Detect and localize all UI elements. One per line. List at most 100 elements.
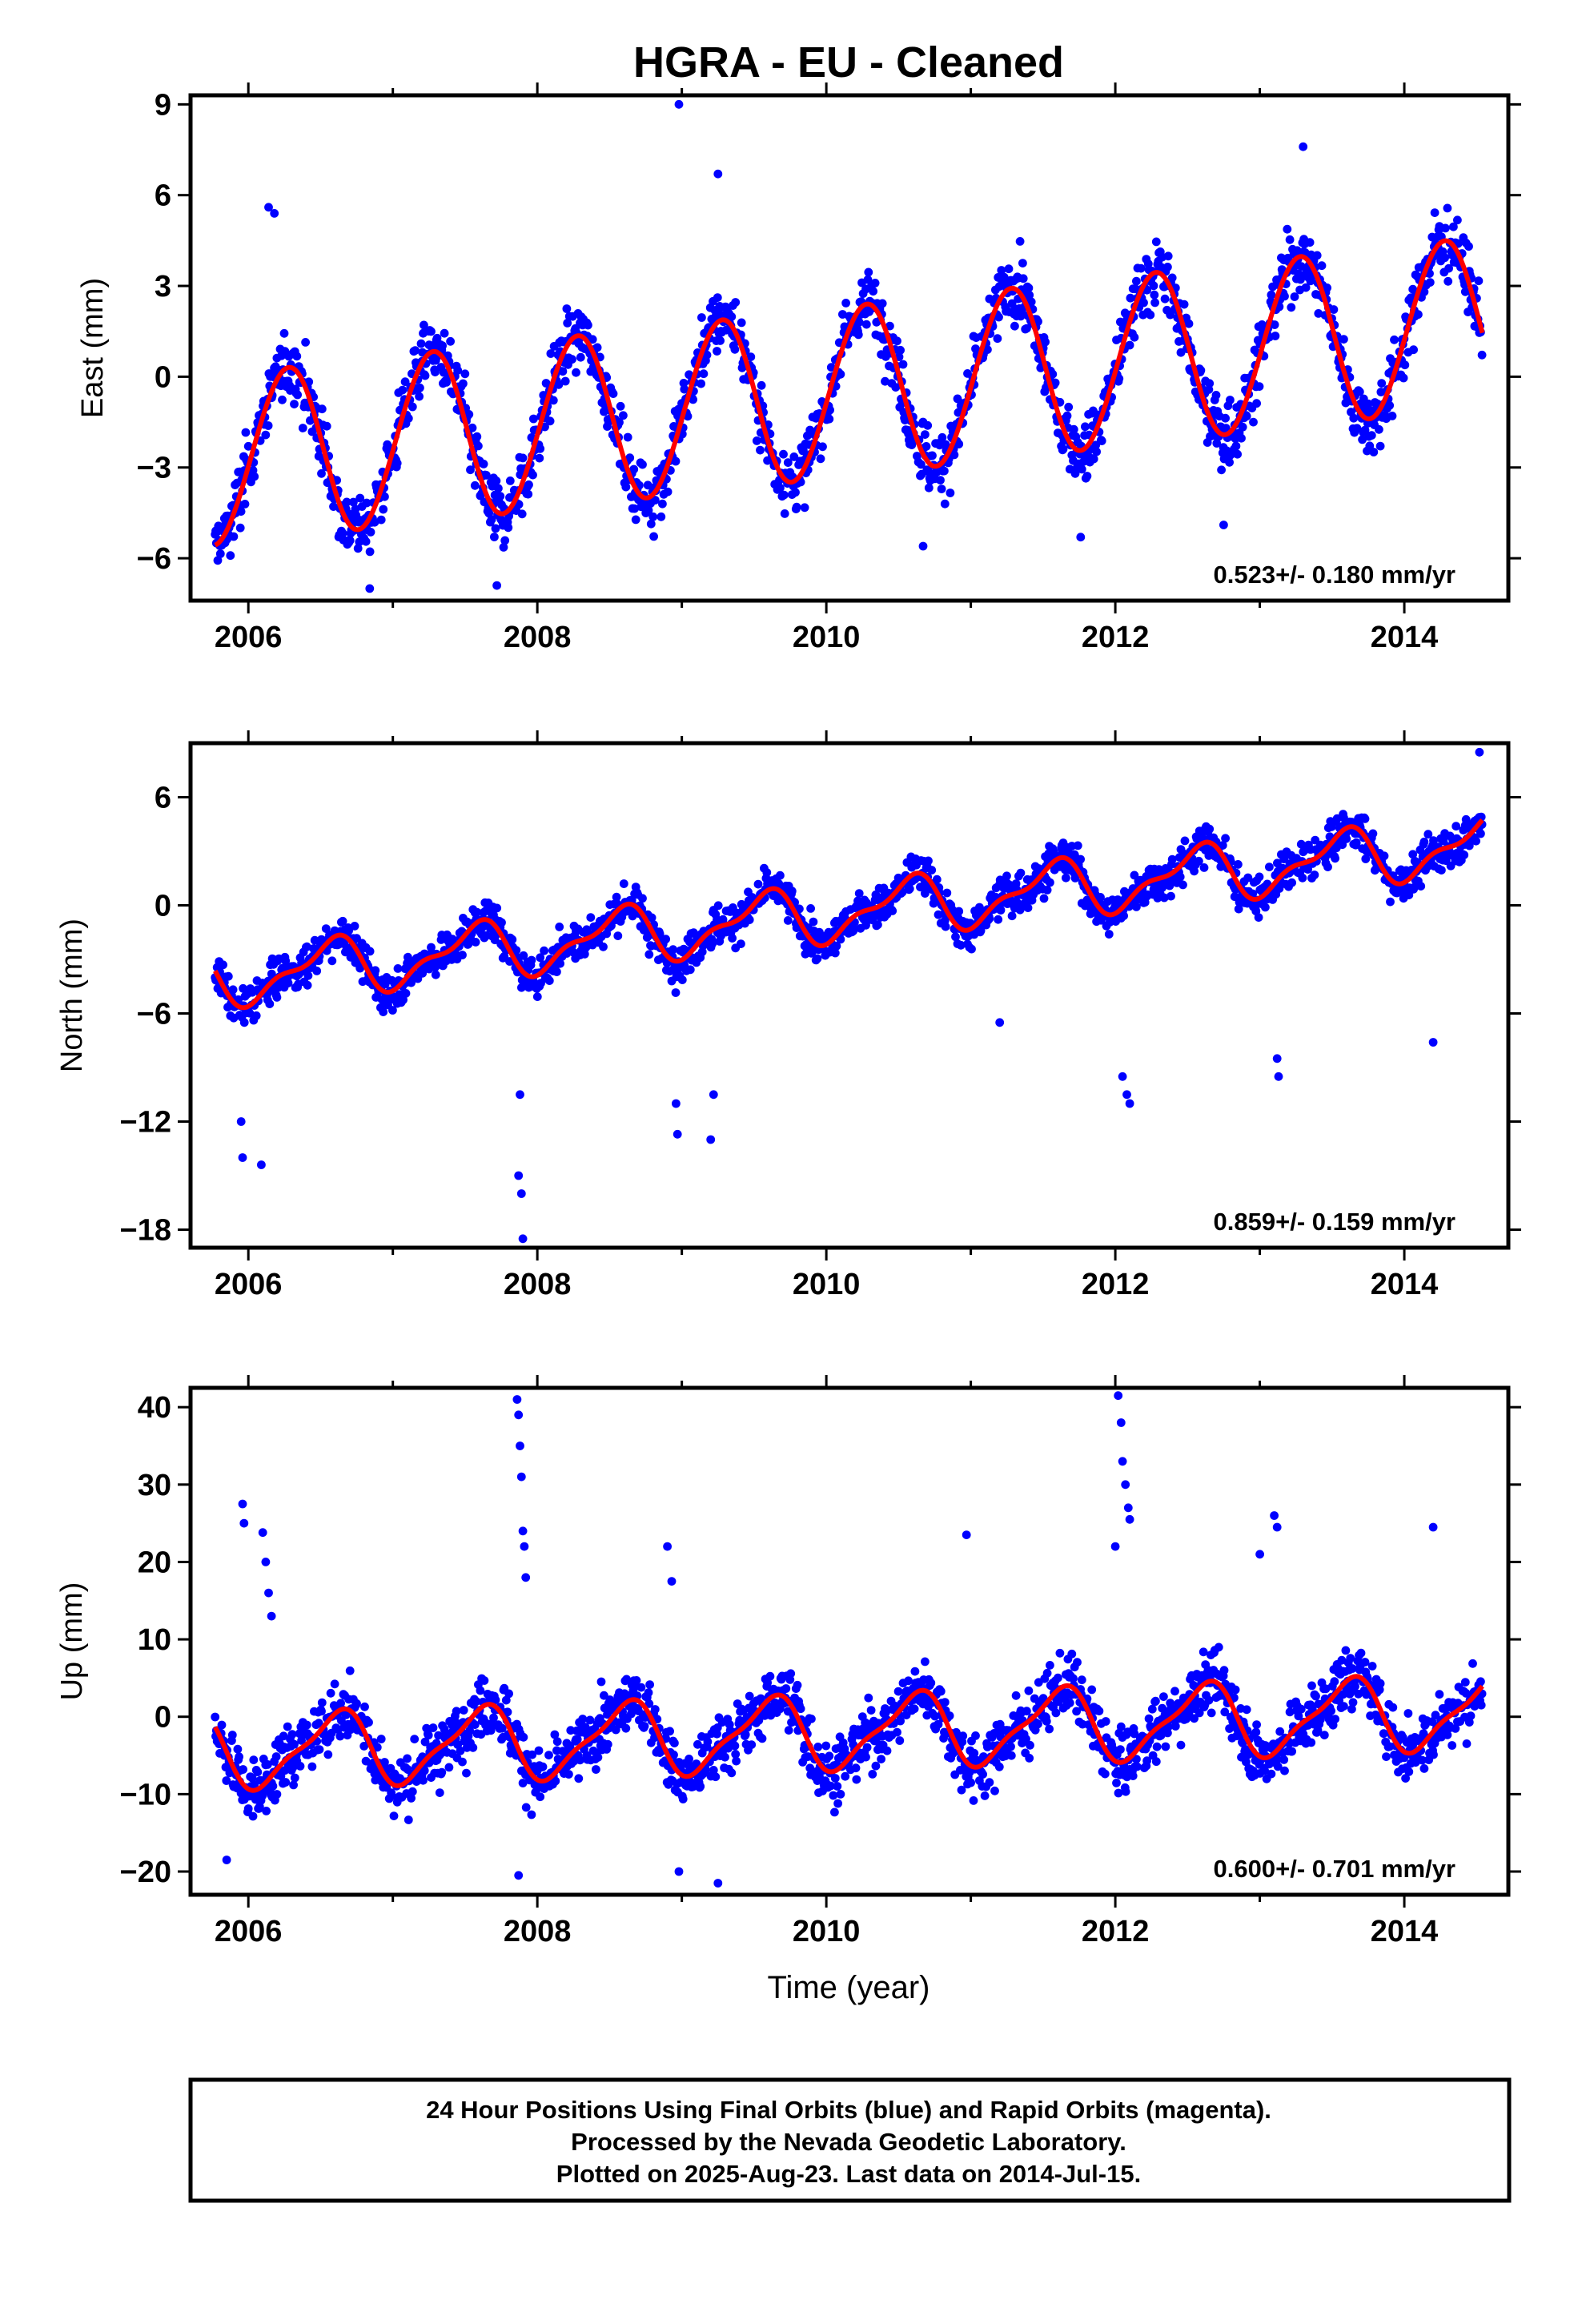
- data-point: [926, 1679, 936, 1687]
- data-point: [650, 496, 660, 505]
- data-point: [453, 366, 463, 375]
- data-point: [262, 1807, 271, 1815]
- data-point: [623, 432, 632, 442]
- data-point: [752, 436, 761, 445]
- data-point: [910, 1667, 920, 1676]
- data-point: [625, 453, 635, 463]
- data-point: [304, 377, 314, 387]
- data-point: [1310, 870, 1319, 879]
- data-point: [1073, 841, 1082, 850]
- data-point: [228, 985, 238, 995]
- data-point: [1116, 1745, 1125, 1755]
- data-point: [1279, 854, 1289, 864]
- data-point: [596, 1677, 606, 1687]
- data-point: [927, 866, 937, 875]
- data-point: [1221, 413, 1230, 423]
- outlier-point: [995, 1018, 1005, 1027]
- data-point: [813, 1743, 823, 1751]
- data-point: [873, 920, 882, 930]
- data-point: [584, 320, 592, 330]
- data-point: [344, 926, 353, 935]
- data-point: [731, 298, 741, 307]
- data-point: [893, 1687, 903, 1696]
- data-point: [497, 918, 506, 927]
- data-point: [1062, 873, 1070, 883]
- outlier-point: [673, 1129, 682, 1139]
- data-point: [779, 490, 789, 500]
- data-point: [345, 536, 355, 545]
- data-point: [544, 1751, 553, 1760]
- data-point: [1399, 373, 1408, 383]
- data-point: [281, 1778, 291, 1787]
- data-point: [1255, 872, 1264, 882]
- data-point: [364, 1718, 373, 1727]
- data-point: [1390, 335, 1399, 344]
- data-point: [317, 468, 326, 478]
- data-point: [1024, 1686, 1034, 1695]
- data-point: [552, 967, 561, 976]
- data-point: [272, 993, 282, 1002]
- data-point: [888, 907, 897, 915]
- data-point: [940, 1698, 950, 1707]
- data-point: [656, 512, 666, 521]
- data-point: [593, 1753, 603, 1762]
- data-point: [499, 543, 508, 552]
- data-point: [924, 483, 934, 493]
- data-point: [249, 1755, 259, 1765]
- data-point: [292, 352, 302, 361]
- data-point: [1275, 884, 1284, 893]
- data-point: [243, 1804, 253, 1813]
- data-point: [310, 935, 319, 945]
- data-point: [576, 352, 585, 362]
- data-point: [830, 1774, 840, 1783]
- data-point: [1081, 422, 1090, 432]
- data-point: [215, 549, 225, 558]
- data-point: [1280, 292, 1289, 301]
- data-point: [415, 392, 424, 401]
- data-point: [1048, 369, 1058, 379]
- data-point: [1179, 300, 1189, 309]
- data-point: [936, 476, 945, 485]
- data-point: [921, 430, 930, 439]
- data-point: [833, 1799, 842, 1808]
- data-point: [380, 492, 389, 501]
- data-point: [1234, 860, 1243, 869]
- x-tick-label: 2008: [504, 1268, 572, 1301]
- data-point: [1410, 883, 1419, 892]
- data-point: [376, 1735, 386, 1743]
- data-point: [921, 1657, 930, 1667]
- data-point: [524, 480, 533, 489]
- data-point: [1267, 290, 1276, 300]
- data-point: [226, 551, 235, 561]
- data-point: [480, 1676, 489, 1685]
- data-point: [403, 1754, 412, 1763]
- data-point: [1025, 291, 1034, 300]
- data-point: [470, 1720, 480, 1730]
- data-point: [1146, 310, 1155, 320]
- data-point: [1170, 1687, 1179, 1696]
- data-point: [424, 1731, 433, 1740]
- data-point: [245, 1008, 255, 1018]
- outlier-point: [672, 1099, 681, 1108]
- data-point: [213, 556, 223, 565]
- data-point: [643, 480, 652, 490]
- data-point: [365, 947, 375, 956]
- outlier-point: [706, 1135, 716, 1144]
- data-point: [1126, 293, 1135, 303]
- data-point: [290, 1773, 299, 1783]
- data-point: [1314, 309, 1323, 318]
- data-point: [907, 440, 917, 449]
- data-point: [1054, 1673, 1062, 1683]
- data-point: [937, 485, 946, 493]
- data-point: [1237, 433, 1246, 443]
- x-tick-label: 2012: [1082, 621, 1150, 654]
- data-point: [796, 1704, 805, 1714]
- data-point: [1285, 235, 1295, 244]
- data-point: [1104, 930, 1114, 939]
- data-point: [784, 1726, 793, 1735]
- data-point: [1329, 305, 1339, 314]
- data-point: [361, 537, 371, 546]
- data-point: [1301, 283, 1311, 292]
